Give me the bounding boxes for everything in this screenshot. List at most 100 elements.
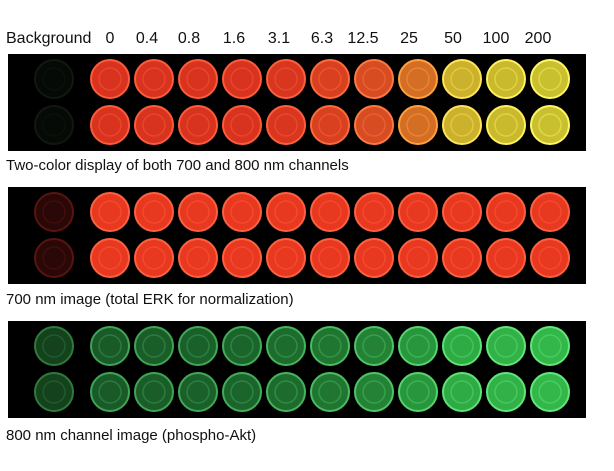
concentration-label: 0.4 (135, 30, 159, 47)
700nm-caption: 700 nm image (total ERK for normalizatio… (6, 291, 294, 308)
well-inner-ring (186, 113, 210, 137)
plate-well (178, 105, 218, 145)
concentration-label: 25 (400, 30, 418, 47)
well-inner-ring (186, 246, 210, 270)
well-inner-ring (274, 113, 298, 137)
plate-well (222, 372, 262, 412)
well-body (34, 372, 74, 412)
plate-well (398, 59, 438, 99)
plate-well (134, 326, 174, 366)
plate-well (90, 59, 130, 99)
well-body (486, 192, 526, 232)
plate-well (530, 59, 570, 99)
well-body (90, 238, 130, 278)
plate-well (34, 372, 74, 412)
well-inner-ring (406, 67, 430, 91)
well-body (266, 59, 306, 99)
well-body (310, 372, 350, 412)
plate-well (486, 326, 526, 366)
well-body (398, 59, 438, 99)
plate-well (222, 59, 262, 99)
well-inner-ring (450, 334, 474, 358)
well-inner-ring (230, 200, 254, 224)
well-body (354, 326, 394, 366)
well-inner-ring (406, 200, 430, 224)
plate-well (34, 192, 74, 232)
well-inner-ring (142, 380, 166, 404)
well-body (354, 105, 394, 145)
well-inner-ring (318, 67, 342, 91)
well-body (266, 192, 306, 232)
well-body (34, 238, 74, 278)
plate-well (398, 238, 438, 278)
well-inner-ring (450, 380, 474, 404)
800nm-plate-wells (34, 326, 570, 412)
plate-well (34, 238, 74, 278)
plate-well (90, 372, 130, 412)
well-body (398, 192, 438, 232)
well-inner-ring (494, 200, 518, 224)
plate-well (310, 238, 350, 278)
plate-well (134, 372, 174, 412)
well-inner-ring (318, 246, 342, 270)
well-inner-ring (42, 67, 66, 91)
well-body (310, 238, 350, 278)
well-body (442, 372, 482, 412)
well-inner-ring (186, 200, 210, 224)
well-inner-ring (274, 67, 298, 91)
concentration-label: 50 (444, 30, 462, 47)
well-inner-ring (98, 67, 122, 91)
plate-well (34, 59, 74, 99)
plate-well (310, 326, 350, 366)
two-color-caption: Two-color display of both 700 and 800 nm… (6, 157, 349, 174)
well-body (442, 59, 482, 99)
plate-well (442, 192, 482, 232)
plate-well (134, 59, 174, 99)
well-body (398, 105, 438, 145)
800nm-plate-image (8, 321, 586, 418)
well-inner-ring (450, 113, 474, 137)
well-inner-ring (538, 380, 562, 404)
plate-well (222, 326, 262, 366)
well-inner-ring (142, 200, 166, 224)
plate-well (310, 372, 350, 412)
plate-well (442, 59, 482, 99)
plate-well (266, 192, 306, 232)
800nm-caption: 800 nm channel image (phospho-Akt) (6, 427, 257, 444)
plate-well (442, 372, 482, 412)
well-body (310, 105, 350, 145)
plate-well (442, 105, 482, 145)
well-body (486, 326, 526, 366)
well-body (222, 372, 262, 412)
plate-well (530, 372, 570, 412)
well-body (34, 192, 74, 232)
well-body (310, 59, 350, 99)
well-inner-ring (362, 246, 386, 270)
well-inner-ring (274, 200, 298, 224)
well-body (222, 238, 262, 278)
well-inner-ring (274, 380, 298, 404)
well-inner-ring (406, 334, 430, 358)
well-body (442, 105, 482, 145)
plate-well (398, 192, 438, 232)
plate-well (354, 326, 394, 366)
background-label: Background (6, 30, 92, 47)
well-body (178, 192, 218, 232)
well-inner-ring (362, 113, 386, 137)
concentration-label: 0.8 (177, 30, 201, 47)
well-inner-ring (42, 200, 66, 224)
well-inner-ring (142, 246, 166, 270)
plate-well (486, 59, 526, 99)
well-inner-ring (538, 200, 562, 224)
plate-well (134, 238, 174, 278)
well-body (398, 238, 438, 278)
well-body (354, 192, 394, 232)
well-body (90, 326, 130, 366)
well-inner-ring (98, 380, 122, 404)
well-inner-ring (406, 113, 430, 137)
well-body (34, 326, 74, 366)
well-inner-ring (142, 113, 166, 137)
concentration-label: 3.1 (267, 30, 291, 47)
plate-well (178, 192, 218, 232)
well-inner-ring (538, 334, 562, 358)
